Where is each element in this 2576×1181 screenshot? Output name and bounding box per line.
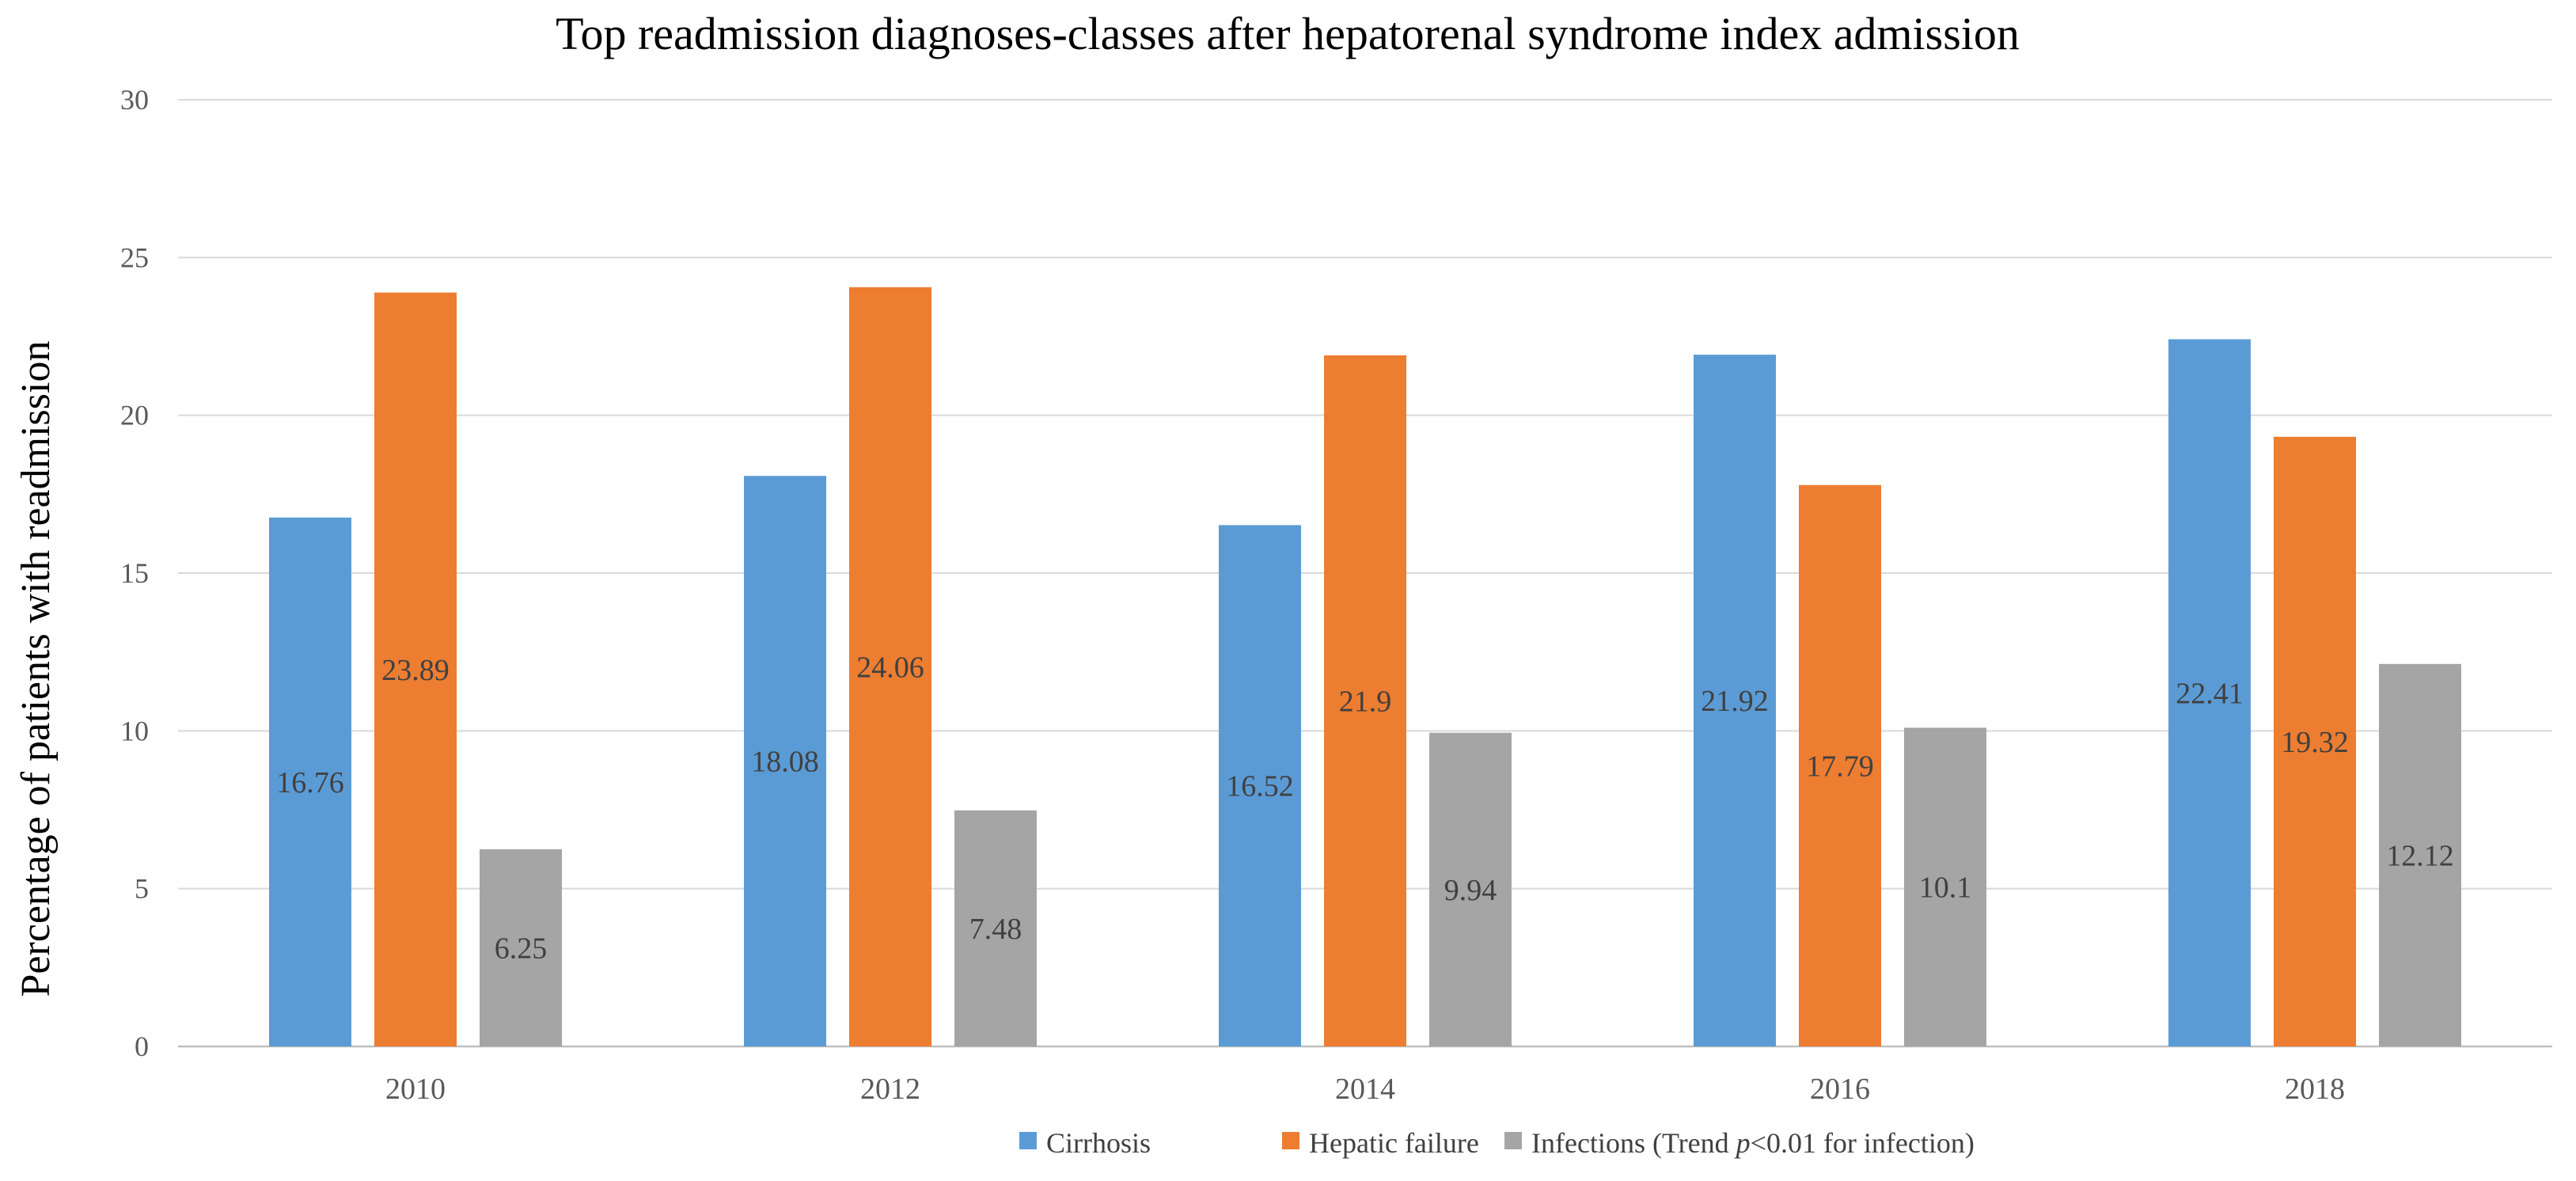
y-tick-label: 20	[120, 400, 149, 431]
y-axis-label: Percentage of patients with readmission	[13, 341, 59, 997]
data-label: 22.41	[2176, 677, 2244, 710]
x-tick-label: 2018	[2285, 1073, 2345, 1106]
legend-swatch-infections	[1504, 1132, 1522, 1149]
data-label: 16.52	[1226, 770, 1294, 803]
bar-hepatic-failure-2012	[849, 287, 931, 1047]
data-label: 9.94	[1444, 874, 1497, 907]
data-label: 16.76	[276, 766, 344, 799]
data-label: 24.06	[856, 651, 924, 684]
legend-label-hepatic-failure: Hepatic failure	[1309, 1127, 1479, 1159]
x-tick-label: 2012	[860, 1073, 920, 1106]
y-tick-label: 10	[120, 715, 149, 746]
x-tick-label: 2010	[385, 1073, 446, 1106]
legend-swatch-cirrhosis	[1019, 1132, 1037, 1149]
bar-infections-2016	[1904, 727, 1986, 1046]
bar-infections-2010	[480, 849, 562, 1046]
data-label: 7.48	[969, 913, 1022, 946]
bar-cirrhosis-2016	[1694, 355, 1776, 1046]
legend-swatch-hepatic-failure	[1282, 1132, 1299, 1149]
bar-cirrhosis-2018	[2168, 339, 2251, 1046]
data-label: 18.08	[751, 746, 819, 779]
legend-label-cirrhosis: Cirrhosis	[1046, 1127, 1151, 1159]
x-tick-label: 2014	[1335, 1073, 1395, 1106]
x-tick-label: 2016	[1810, 1073, 1870, 1106]
bar-cirrhosis-2010	[269, 517, 351, 1046]
data-label: 10.1	[1919, 872, 1972, 905]
data-label: 17.79	[1806, 750, 1874, 783]
data-label: 12.12	[2386, 839, 2454, 872]
y-tick-label: 30	[120, 84, 149, 116]
bar-infections-2012	[954, 810, 1037, 1046]
data-label: 19.32	[2281, 726, 2349, 759]
legend: Cirrhosis Hepatic failure Infections (Tren…	[1019, 1127, 1975, 1159]
data-label: 6.25	[495, 932, 548, 965]
bar-cirrhosis-2012	[744, 476, 826, 1046]
x-axis-ticks: 2010 2012 2014 2016 2018	[385, 1073, 2345, 1106]
y-axis-ticks: 0 5 10 15 20 25 30	[120, 84, 149, 1062]
bar-hepatic-failure-2010	[374, 292, 457, 1046]
data-label: 21.9	[1339, 685, 1392, 718]
y-tick-label: 5	[135, 873, 149, 905]
legend-label-infections: Infections (Trend p<0.01 for infection)	[1531, 1127, 1975, 1159]
chart-title: Top readmission diagnoses-classes after …	[556, 8, 2020, 59]
data-label: 23.89	[381, 654, 450, 687]
y-tick-label: 15	[120, 557, 149, 589]
bar-hepatic-failure-2018	[2274, 436, 2356, 1046]
bar-hepatic-failure-2016	[1799, 484, 1881, 1046]
data-labels: 16.76 23.89 6.25 18.08 24.06 7.48 16.52 21.9 9.9…	[276, 651, 2454, 965]
bar-hepatic-failure-2014	[1324, 355, 1406, 1046]
bar-infections-2014	[1429, 732, 1512, 1046]
bars	[269, 287, 2461, 1047]
y-tick-label: 0	[135, 1031, 149, 1062]
bar-infections-2018	[2379, 663, 2461, 1046]
bar-cirrhosis-2014	[1219, 525, 1301, 1046]
y-tick-label: 25	[120, 241, 149, 273]
data-label: 21.92	[1701, 685, 1769, 718]
